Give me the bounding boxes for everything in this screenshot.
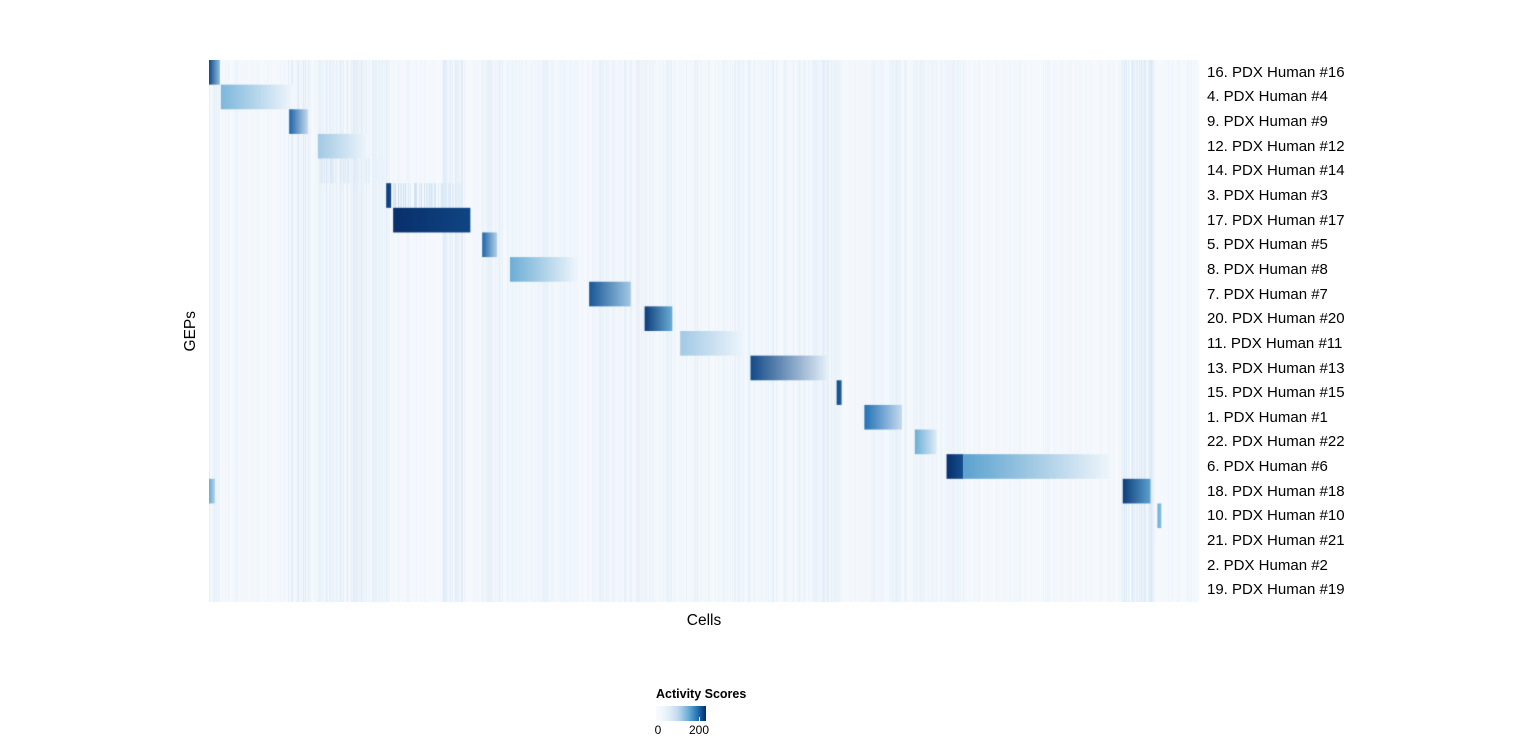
row-label: 5. PDX Human #5 [1207, 236, 1328, 254]
row-label: 16. PDX Human #16 [1207, 63, 1345, 81]
legend-max-tick [699, 717, 700, 721]
row-label: 14. PDX Human #14 [1207, 162, 1345, 180]
legend: Activity Scores 0 200 [654, 687, 776, 737]
heatmap-canvas [209, 60, 1199, 602]
row-label: 2. PDX Human #2 [1207, 556, 1328, 574]
row-label: 20. PDX Human #20 [1207, 310, 1345, 328]
row-label: 1. PDX Human #1 [1207, 408, 1328, 426]
legend-bar [656, 706, 706, 721]
row-label: 3. PDX Human #3 [1207, 187, 1328, 205]
row-label: 4. PDX Human #4 [1207, 88, 1328, 106]
row-labels: 16. PDX Human #16 4. PDX Human #4 9. PDX H… [1207, 60, 1527, 602]
row-label: 19. PDX Human #19 [1207, 581, 1345, 599]
x-axis-label: Cells [686, 612, 722, 629]
row-label: 10. PDX Human #10 [1207, 507, 1345, 525]
row-label: 11. PDX Human #11 [1207, 334, 1343, 352]
row-label: 18. PDX Human #18 [1207, 482, 1345, 500]
y-axis-label: GEPs [182, 310, 199, 352]
row-label: 22. PDX Human #22 [1207, 433, 1345, 451]
y-axis-label-box: GEPs [180, 60, 202, 602]
row-label: 12. PDX Human #12 [1207, 137, 1345, 155]
row-label: 13. PDX Human #13 [1207, 359, 1345, 377]
row-label: 6. PDX Human #6 [1207, 458, 1328, 476]
legend-tick-max: 200 [688, 723, 710, 737]
legend-tick-min: 0 [654, 723, 662, 737]
row-label: 9. PDX Human #9 [1207, 113, 1328, 131]
legend-title: Activity Scores [656, 687, 747, 701]
row-label: 15. PDX Human #15 [1207, 384, 1345, 402]
row-label: 17. PDX Human #17 [1207, 211, 1345, 229]
row-label: 8. PDX Human #8 [1207, 260, 1328, 278]
row-label: 21. PDX Human #21 [1207, 531, 1345, 549]
legend-gradient-canvas [656, 706, 706, 721]
legend-ticks: 0 200 [654, 723, 710, 737]
row-label: 7. PDX Human #7 [1207, 285, 1328, 303]
